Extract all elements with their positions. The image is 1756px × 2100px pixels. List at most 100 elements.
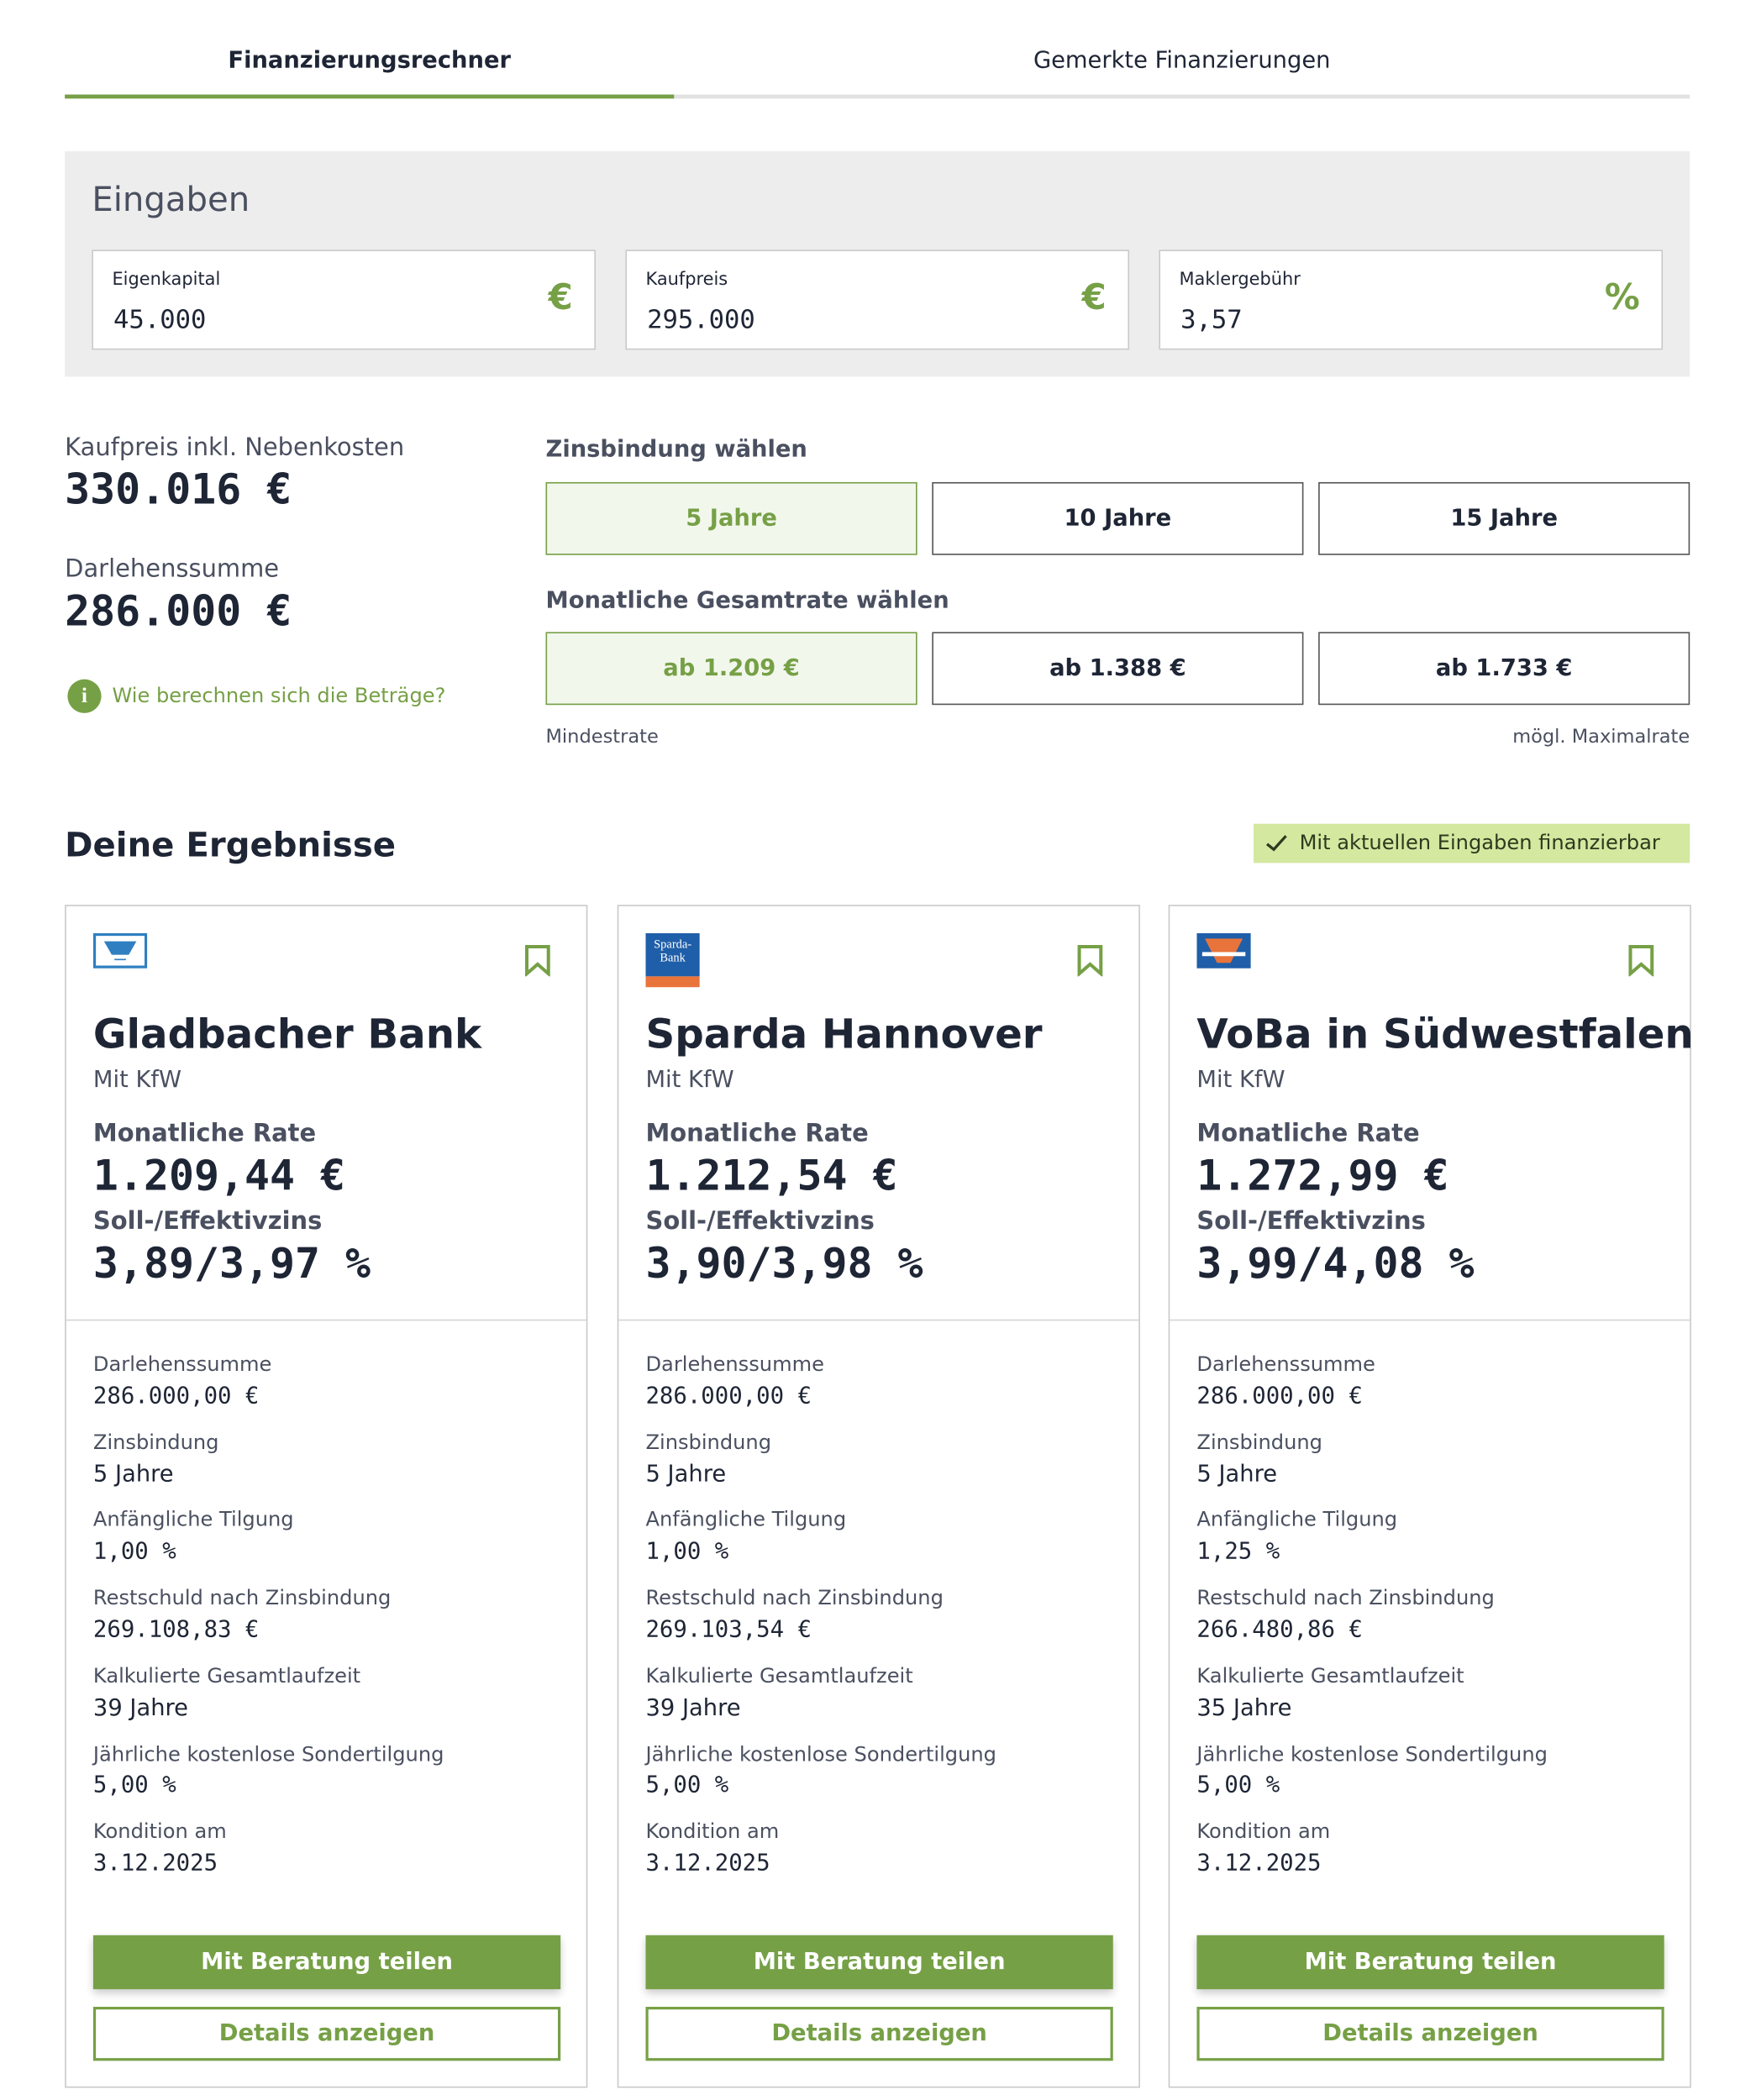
range-label: mögl. Maximalrate: [1512, 726, 1690, 748]
card-divider: [1170, 1319, 1690, 1321]
input-field[interactable]: Maklergebühr 3,57%: [1159, 249, 1664, 350]
tab[interactable]: Gemerkte Finanzierungen: [1033, 47, 1331, 75]
detail-value: 5 Jahre: [645, 1460, 727, 1488]
zins-label: Soll-/Effektivzins: [92, 1207, 323, 1236]
rate-label: Monatliche Rate: [1196, 1120, 1420, 1148]
detail-value: 5 Jahre: [1196, 1460, 1278, 1488]
detail-value: 269.108,83 €: [92, 1616, 260, 1644]
offer-card: Sparda- Bank Sparda Hannover Mit KfW Monatli…: [617, 905, 1140, 2088]
detail-label: Jährliche kostenlose Sondertilgung: [645, 1741, 996, 1767]
detail-label: Darlehenssumme: [92, 1352, 272, 1377]
option-button[interactable]: 5 Jahre: [545, 481, 917, 555]
detail-value: 35 Jahre: [1196, 1694, 1292, 1722]
zins-value: 3,90/3,98 %: [645, 1240, 923, 1289]
summary-label: Kaufpreis inkl. Nebenkosten: [65, 433, 405, 463]
bank-logo: [645, 932, 700, 988]
rate-value: 1.212,54 €: [645, 1152, 898, 1201]
summary-value: 330.016 €: [65, 466, 292, 516]
input-value: 3,57: [1180, 305, 1243, 335]
detail-label: Zinsbindung: [645, 1430, 772, 1454]
detail-label: Jährliche kostenlose Sondertilgung: [1196, 1741, 1548, 1767]
panel-title: Eingaben: [92, 179, 250, 219]
logo-text: Sparda-: [654, 937, 692, 951]
badge: Mit aktuellen Eingaben finanzierbar: [1253, 823, 1690, 864]
rate-value: 1.209,44 €: [92, 1152, 345, 1201]
detail-value: 1,25 %: [1196, 1538, 1280, 1566]
detail-value: 286.000,00 €: [1196, 1382, 1363, 1410]
check-icon: [1266, 835, 1287, 852]
detail-label: Anfängliche Tilgung: [1196, 1507, 1398, 1532]
offer-card: Gladbacher Bank Mit KfW Monatliche Rate 1.2…: [65, 905, 588, 2088]
bank-logo: [1196, 932, 1251, 969]
detail-value: 39 Jahre: [92, 1694, 188, 1722]
detail-label: Jährliche kostenlose Sondertilgung: [92, 1741, 444, 1767]
detail-label: Kalkulierte Gesamtlaufzeit: [1196, 1663, 1464, 1688]
detail-value: 286.000,00 €: [92, 1382, 260, 1410]
zins-label: Soll-/Effektivzins: [645, 1207, 875, 1236]
detail-value: 1,00 %: [92, 1538, 176, 1566]
input-label: Eigenkapital: [112, 270, 221, 291]
share-button[interactable]: Mit Beratung teilen: [92, 1935, 561, 1990]
input-value: 295.000: [647, 305, 755, 335]
option-button[interactable]: ab 1.209 €: [545, 632, 917, 706]
detail-label: Darlehenssumme: [1196, 1352, 1375, 1377]
info-link[interactable]: Wie berechnen sich die Beträge?: [112, 683, 446, 708]
detail-value: 286.000,00 €: [645, 1382, 812, 1410]
card-divider: [66, 1319, 586, 1321]
detail-value: 5,00 %: [1196, 1772, 1280, 1799]
detail-label: Zinsbindung: [1196, 1430, 1322, 1454]
input-field[interactable]: Kaufpreis 295.000 €: [625, 249, 1130, 350]
share-button[interactable]: Mit Beratung teilen: [1196, 1935, 1664, 1990]
details-button[interactable]: Details anzeigen: [645, 2007, 1113, 2061]
bookmark-icon[interactable]: [524, 944, 551, 977]
detail-value: 3.12.2025: [1196, 1850, 1322, 1877]
tab-underline: [65, 94, 1690, 99]
zins-value: 3,89/3,97 %: [92, 1240, 371, 1289]
option-button[interactable]: ab 1.733 €: [1318, 632, 1690, 706]
bank-name: VoBa in Südwestfalen: [1196, 1011, 1694, 1059]
bank-subtitle: Mit KfW: [1196, 1066, 1285, 1094]
detail-label: Darlehenssumme: [645, 1352, 824, 1377]
summary-value: 286.000 €: [65, 587, 292, 637]
zins-label: Soll-/Effektivzins: [1196, 1207, 1426, 1236]
share-button[interactable]: Mit Beratung teilen: [645, 1935, 1113, 1990]
detail-label: Anfängliche Tilgung: [92, 1507, 294, 1532]
option-button[interactable]: ab 1.388 €: [932, 632, 1304, 706]
detail-label: Anfängliche Tilgung: [645, 1507, 847, 1532]
detail-value: 266.480,86 €: [1196, 1616, 1363, 1644]
input-unit: €: [1081, 278, 1107, 319]
bank-subtitle: Mit KfW: [645, 1066, 734, 1094]
bookmark-icon[interactable]: [1076, 944, 1103, 977]
detail-label: Zinsbindung: [92, 1430, 219, 1454]
detail-label: Restschuld nach Zinsbindung: [645, 1585, 944, 1610]
bookmark-icon[interactable]: [1627, 944, 1654, 977]
input-label: Maklergebühr: [1179, 270, 1301, 291]
group-title: Monatliche Gesamtrate wählen: [545, 587, 949, 615]
detail-value: 5,00 %: [645, 1772, 729, 1799]
tab-active-underline: [65, 94, 675, 99]
details-button[interactable]: Details anzeigen: [1196, 2007, 1664, 2061]
detail-label: Kondition am: [1196, 1819, 1331, 1844]
detail-label: Kondition am: [92, 1819, 227, 1844]
tab[interactable]: Finanzierungsrechner: [228, 47, 511, 75]
bank-name: Gladbacher Bank: [92, 1011, 482, 1059]
input-field[interactable]: Eigenkapital 45.000 €: [92, 249, 596, 350]
offer-card: VoBa in Südwestfalen Mit KfW Monatliche Ra…: [1168, 905, 1694, 2088]
rate-value: 1.272,99 €: [1196, 1152, 1449, 1201]
logo-text: Bank: [660, 950, 686, 964]
option-button[interactable]: 10 Jahre: [932, 481, 1304, 555]
detail-label: Kalkulierte Gesamtlaufzeit: [92, 1663, 361, 1688]
results-title: Deine Ergebnisse: [65, 825, 397, 864]
detail-value: 5,00 %: [92, 1772, 176, 1799]
input-unit: %: [1604, 278, 1640, 319]
detail-label: Kalkulierte Gesamtlaufzeit: [645, 1663, 913, 1688]
details-button[interactable]: Details anzeigen: [92, 2007, 561, 2061]
option-button[interactable]: 15 Jahre: [1318, 481, 1690, 555]
detail-value: 3.12.2025: [92, 1850, 218, 1877]
bank-name: Sparda Hannover: [645, 1011, 1043, 1059]
rate-label: Monatliche Rate: [92, 1120, 317, 1148]
info-icon: i: [67, 679, 102, 713]
zins-value: 3,99/4,08 %: [1196, 1240, 1475, 1289]
bank-logo: [92, 932, 148, 969]
